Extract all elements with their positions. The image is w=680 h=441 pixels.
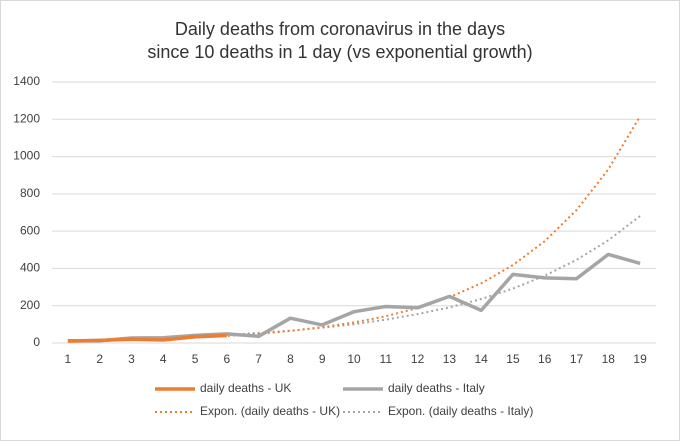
- x-tick-label: 12: [411, 352, 425, 366]
- x-tick-label: 13: [443, 352, 457, 366]
- x-tick-label: 17: [570, 352, 584, 366]
- legend-label: Expon. (daily deaths - Italy): [388, 404, 533, 418]
- x-tick-label: 8: [287, 352, 294, 366]
- legend-label: daily deaths - Italy: [388, 381, 485, 395]
- x-tick-label: 10: [347, 352, 361, 366]
- y-tick-label: 1400: [13, 74, 40, 88]
- x-tick-label: 6: [223, 352, 230, 366]
- legend-label: Expon. (daily deaths - UK): [200, 404, 340, 418]
- series-line: [67, 252, 641, 343]
- y-tick-label: 800: [20, 186, 40, 200]
- y-tick-label: 1200: [13, 111, 40, 125]
- legend-label: daily deaths - UK: [200, 381, 291, 395]
- y-tick-label: 600: [20, 223, 40, 237]
- x-tick-label: 18: [602, 352, 616, 366]
- x-tick-label: 4: [160, 352, 167, 366]
- x-tick-label: 19: [633, 352, 647, 366]
- series-line: [67, 333, 227, 343]
- x-tick-label: 15: [506, 352, 520, 366]
- y-tick-label: 0: [33, 335, 40, 349]
- y-tick-label: 400: [20, 261, 40, 275]
- x-tick-label: 7: [255, 352, 262, 366]
- x-tick-label: 1: [65, 352, 72, 366]
- chart-title: since 10 deaths in 1 day (vs exponential…: [147, 42, 532, 62]
- chart-title: Daily deaths from coronavirus in the day…: [175, 19, 505, 39]
- x-tick-label: 11: [380, 352, 393, 366]
- x-tick-label: 14: [474, 352, 488, 366]
- y-tick-label: 200: [20, 298, 40, 312]
- x-tick-label: 5: [192, 352, 199, 366]
- x-tick-label: 2: [96, 352, 103, 366]
- x-tick-label: 9: [319, 352, 326, 366]
- y-tick-label: 1000: [13, 149, 40, 163]
- x-tick-label: 16: [538, 352, 552, 366]
- x-tick-label: 3: [128, 352, 135, 366]
